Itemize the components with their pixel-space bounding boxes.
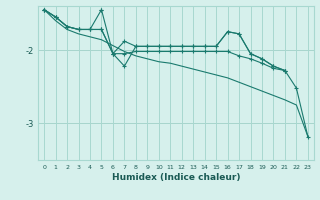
X-axis label: Humidex (Indice chaleur): Humidex (Indice chaleur): [112, 173, 240, 182]
